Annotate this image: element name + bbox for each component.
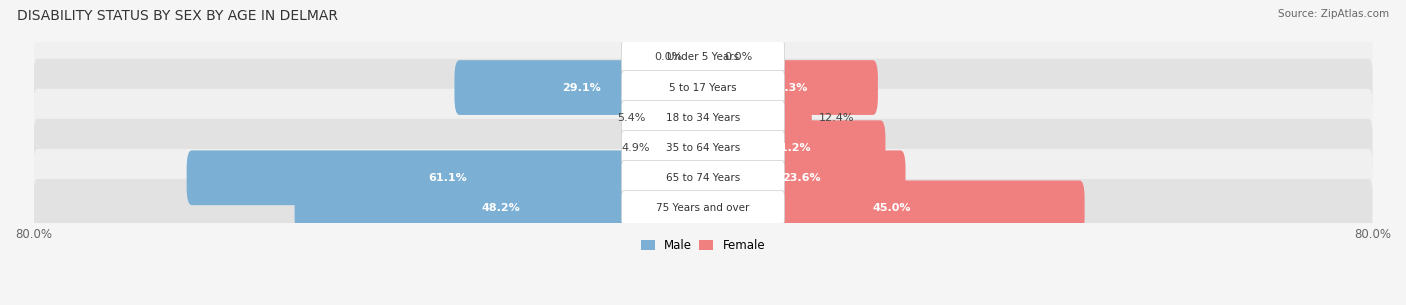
FancyBboxPatch shape <box>295 181 709 235</box>
Text: 21.2%: 21.2% <box>772 143 811 153</box>
FancyBboxPatch shape <box>652 90 709 145</box>
Text: 5.4%: 5.4% <box>617 113 645 123</box>
Text: 0.0%: 0.0% <box>724 52 752 63</box>
Text: 61.1%: 61.1% <box>427 173 467 183</box>
FancyBboxPatch shape <box>34 119 1372 177</box>
FancyBboxPatch shape <box>697 60 877 115</box>
FancyBboxPatch shape <box>697 150 905 205</box>
Text: Under 5 Years: Under 5 Years <box>666 52 740 63</box>
Text: 23.6%: 23.6% <box>782 173 821 183</box>
Text: 35 to 64 Years: 35 to 64 Years <box>666 143 740 153</box>
Text: 4.9%: 4.9% <box>621 143 650 153</box>
Text: 5 to 17 Years: 5 to 17 Years <box>669 83 737 92</box>
FancyBboxPatch shape <box>34 59 1372 117</box>
FancyBboxPatch shape <box>621 40 785 75</box>
FancyBboxPatch shape <box>34 29 1372 86</box>
FancyBboxPatch shape <box>621 131 785 165</box>
FancyBboxPatch shape <box>697 181 1084 235</box>
Text: 65 to 74 Years: 65 to 74 Years <box>666 173 740 183</box>
Text: 20.3%: 20.3% <box>769 83 807 92</box>
Legend: Male, Female: Male, Female <box>636 234 770 257</box>
FancyBboxPatch shape <box>454 60 709 115</box>
FancyBboxPatch shape <box>34 149 1372 207</box>
FancyBboxPatch shape <box>697 120 886 175</box>
FancyBboxPatch shape <box>621 191 785 225</box>
Text: 48.2%: 48.2% <box>482 203 520 213</box>
Text: 75 Years and over: 75 Years and over <box>657 203 749 213</box>
Text: 18 to 34 Years: 18 to 34 Years <box>666 113 740 123</box>
Text: DISABILITY STATUS BY SEX BY AGE IN DELMAR: DISABILITY STATUS BY SEX BY AGE IN DELMA… <box>17 9 337 23</box>
Text: 0.0%: 0.0% <box>654 52 682 63</box>
Text: 29.1%: 29.1% <box>562 83 600 92</box>
FancyBboxPatch shape <box>187 150 709 205</box>
FancyBboxPatch shape <box>34 179 1372 237</box>
FancyBboxPatch shape <box>621 70 785 105</box>
FancyBboxPatch shape <box>621 161 785 195</box>
Text: 45.0%: 45.0% <box>872 203 911 213</box>
FancyBboxPatch shape <box>657 120 709 175</box>
FancyBboxPatch shape <box>697 90 811 145</box>
Text: 12.4%: 12.4% <box>820 113 855 123</box>
FancyBboxPatch shape <box>621 100 785 135</box>
Text: Source: ZipAtlas.com: Source: ZipAtlas.com <box>1278 9 1389 19</box>
FancyBboxPatch shape <box>34 89 1372 146</box>
